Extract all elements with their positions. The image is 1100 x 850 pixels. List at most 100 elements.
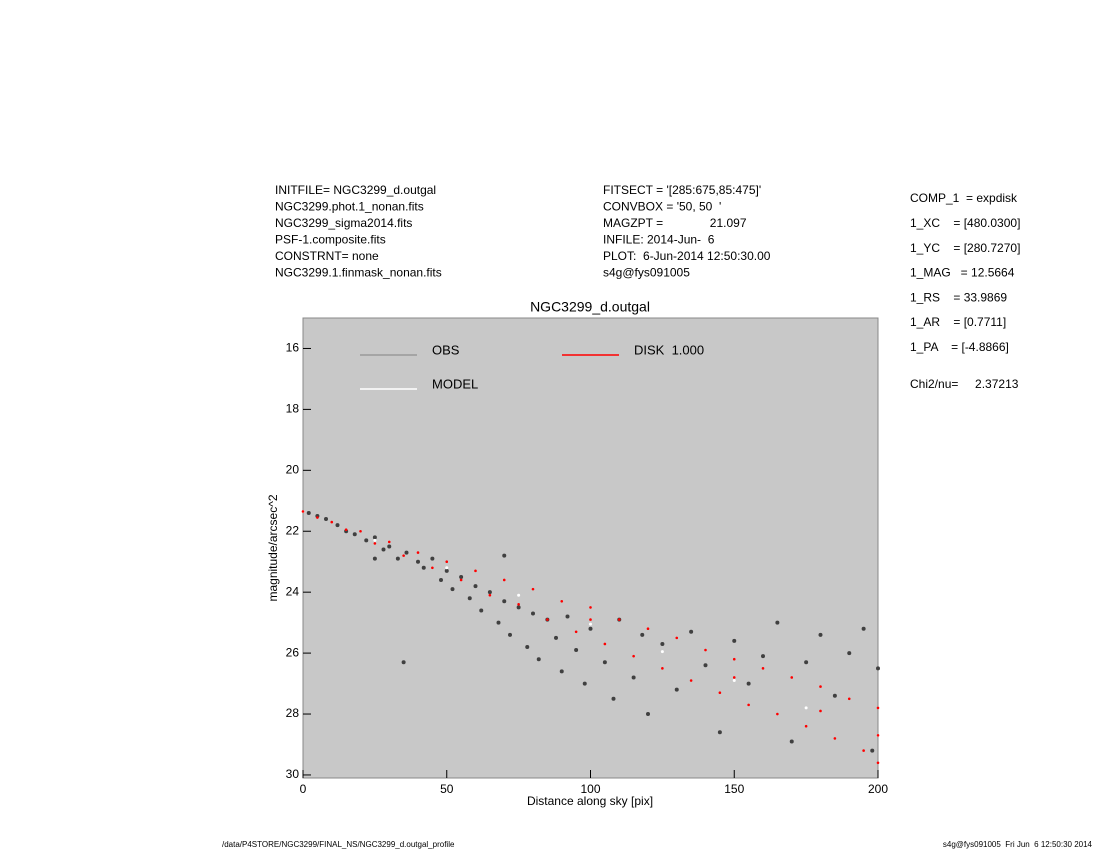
y-tick-label: 26 — [286, 645, 300, 659]
data-point — [444, 568, 449, 573]
data-point — [467, 596, 472, 601]
data-point — [445, 566, 449, 570]
legend-label: MODEL — [432, 376, 478, 391]
data-point — [602, 660, 607, 665]
data-point — [847, 651, 852, 656]
data-point — [732, 638, 737, 643]
header-left-line: PSF-1.composite.fits — [275, 233, 386, 247]
y-tick-label: 20 — [286, 462, 300, 476]
data-point — [632, 654, 635, 658]
chart-title: NGC3299_d.outgal — [530, 299, 650, 315]
data-point — [588, 626, 593, 631]
data-point — [404, 550, 409, 555]
data-point — [603, 642, 607, 646]
data-point — [445, 560, 449, 564]
data-point — [775, 620, 780, 625]
legend-label: OBS — [432, 342, 460, 357]
data-point — [631, 675, 636, 680]
data-point — [832, 693, 837, 698]
data-point — [689, 629, 694, 634]
data-point — [704, 648, 707, 652]
data-point — [531, 587, 535, 591]
data-point — [395, 556, 400, 561]
data-point — [402, 554, 405, 557]
data-point — [372, 535, 377, 540]
data-point — [517, 603, 520, 606]
data-point — [387, 544, 392, 549]
data-point — [574, 648, 579, 653]
data-point — [819, 685, 822, 688]
x-tick-label: 0 — [300, 782, 307, 796]
x-tick-label: 100 — [580, 782, 600, 796]
header-middle-line: CONVBOX = '50, 50 ' — [603, 200, 721, 214]
parameter-line: COMP_1 = expdisk — [910, 191, 1018, 205]
data-point — [372, 556, 377, 561]
data-point — [344, 528, 348, 532]
data-point — [732, 679, 736, 683]
data-point — [789, 739, 794, 744]
data-point — [421, 565, 426, 570]
data-point — [776, 712, 779, 716]
data-point — [430, 556, 435, 561]
data-point — [560, 600, 564, 603]
data-point — [660, 641, 665, 646]
footer-right: s4g@fys091005 Fri Jun 6 12:50:30 2014 — [943, 840, 1093, 849]
parameter-line: 1_MAG = 12.5664 — [910, 266, 1015, 280]
data-point — [335, 523, 340, 528]
data-point — [804, 706, 808, 710]
data-point — [862, 749, 865, 752]
data-point — [359, 529, 362, 533]
data-point — [373, 542, 377, 545]
legend-label: DISK 1.000 — [634, 342, 704, 357]
data-point — [401, 660, 406, 665]
data-point — [479, 608, 484, 613]
data-point — [536, 657, 541, 662]
data-point — [502, 599, 507, 604]
plot-area — [302, 317, 879, 779]
data-point — [876, 761, 880, 765]
data-point — [387, 540, 391, 544]
data-point — [459, 578, 463, 582]
data-point — [416, 551, 420, 554]
header-middle-line: s4g@fys091005 — [603, 266, 690, 280]
header-middle-line: FITSECT = '[285:675,85:475]' — [603, 183, 761, 197]
footer-left: /data/P4STORE/NGC3299/FINAL_NS/NGC3299_d… — [222, 840, 455, 849]
x-tick-label: 200 — [868, 782, 888, 796]
y-tick-label: 22 — [286, 523, 300, 537]
data-point — [847, 697, 851, 701]
header-left-line: CONSTRNT= none — [275, 249, 379, 263]
data-point — [589, 618, 592, 621]
data-point — [589, 606, 592, 609]
header-left-line: NGC3299.phot.1_nonan.fits — [275, 200, 424, 214]
header-middle-line: INFILE: 2014-Jun- 6 — [603, 233, 715, 247]
data-point — [876, 734, 880, 737]
y-tick-label: 18 — [286, 402, 300, 416]
data-point — [703, 663, 708, 668]
y-tick-label: 28 — [286, 706, 300, 720]
data-point — [582, 681, 587, 686]
y-tick-label: 24 — [286, 584, 300, 598]
x-axis-label: Distance along sky [pix] — [527, 794, 653, 808]
data-point — [833, 737, 837, 740]
data-point — [746, 681, 751, 686]
data-point — [474, 569, 477, 573]
header-left-line: INITFILE= NGC3299_d.outgal — [275, 183, 436, 197]
parameter-line: 1_RS = 33.9869 — [910, 290, 1007, 304]
data-point — [732, 676, 736, 679]
y-axis-label: magnitude/arcsec^2 — [266, 494, 280, 601]
data-point — [459, 574, 464, 579]
data-point — [517, 593, 521, 597]
data-point — [531, 611, 535, 616]
data-point — [818, 632, 823, 637]
data-point — [660, 650, 664, 654]
header-left-line: NGC3299_sigma2014.fits — [275, 216, 412, 230]
data-point — [640, 632, 645, 637]
data-point — [761, 667, 765, 670]
data-point — [876, 706, 880, 710]
data-point — [502, 553, 507, 558]
data-point — [761, 654, 765, 659]
data-point — [439, 577, 443, 582]
data-point — [574, 630, 578, 634]
data-point — [646, 712, 650, 717]
